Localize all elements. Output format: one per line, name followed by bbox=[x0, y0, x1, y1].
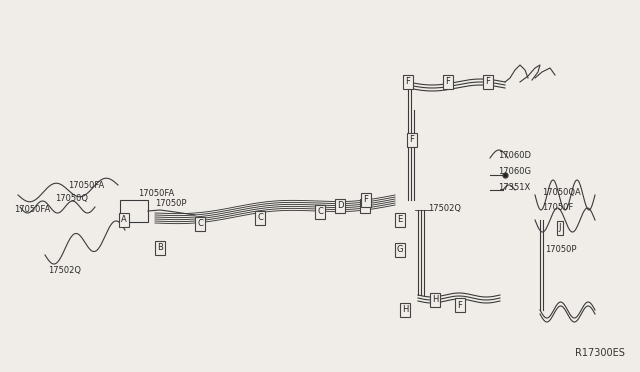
Text: C: C bbox=[197, 219, 203, 228]
Text: F: F bbox=[458, 301, 463, 310]
Text: 17050F: 17050F bbox=[542, 203, 573, 212]
Text: D: D bbox=[337, 202, 343, 211]
Text: 17502Q: 17502Q bbox=[48, 266, 81, 275]
Text: 17050Q: 17050Q bbox=[55, 193, 88, 202]
Text: B: B bbox=[157, 244, 163, 253]
Text: E: E bbox=[397, 215, 403, 224]
Text: 17351X: 17351X bbox=[498, 183, 531, 192]
Text: J: J bbox=[559, 224, 561, 232]
Text: 17050QA: 17050QA bbox=[542, 189, 580, 198]
Text: 17050P: 17050P bbox=[155, 199, 186, 208]
Text: F: F bbox=[445, 77, 451, 87]
Text: 17050FA: 17050FA bbox=[138, 189, 174, 198]
Text: F: F bbox=[410, 135, 415, 144]
Text: 17060G: 17060G bbox=[498, 167, 531, 176]
Text: F: F bbox=[364, 196, 369, 205]
Text: 17502Q: 17502Q bbox=[428, 203, 461, 212]
Text: 17050P: 17050P bbox=[545, 246, 577, 254]
Text: 17060D: 17060D bbox=[498, 151, 531, 160]
Text: 17050FA: 17050FA bbox=[14, 205, 51, 215]
Text: C: C bbox=[362, 202, 368, 211]
Text: F: F bbox=[406, 77, 410, 87]
Text: A: A bbox=[121, 215, 127, 224]
Text: C: C bbox=[317, 208, 323, 217]
Text: R17300ES: R17300ES bbox=[575, 348, 625, 358]
Text: C: C bbox=[257, 214, 263, 222]
Bar bbox=[120, 200, 148, 222]
Text: H: H bbox=[432, 295, 438, 305]
Text: 17050FA: 17050FA bbox=[68, 180, 104, 189]
Text: F: F bbox=[486, 77, 490, 87]
Text: G: G bbox=[397, 246, 403, 254]
Text: H: H bbox=[402, 305, 408, 314]
